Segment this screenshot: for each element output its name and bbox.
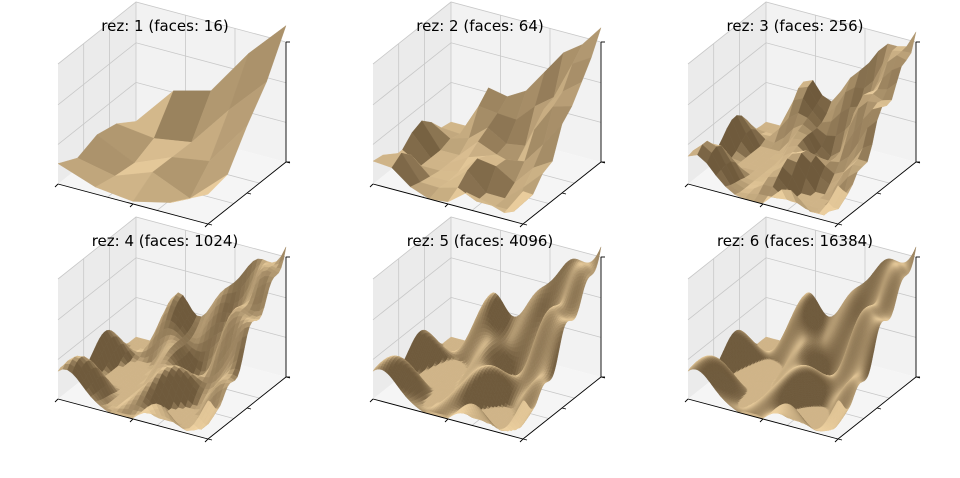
axes	[684, 256, 921, 443]
axes	[369, 41, 606, 228]
surface	[57, 246, 287, 431]
x-tick	[519, 438, 524, 443]
axes	[54, 41, 291, 228]
y-tick	[207, 223, 213, 226]
subplot-title: rez: 3 (faces: 256)	[727, 17, 864, 35]
surface	[687, 31, 917, 216]
surface	[687, 246, 917, 432]
y-tick	[522, 223, 528, 226]
subplot-title: rez: 4 (faces: 1024)	[92, 232, 239, 250]
surface	[57, 25, 287, 203]
subplot-3: rez: 3 (faces: 256)	[684, 1, 921, 228]
x-tick	[759, 203, 764, 208]
left-pane	[688, 2, 766, 184]
left-pane	[58, 217, 136, 399]
x-tick	[684, 398, 689, 403]
subplot-title: rez: 6 (faces: 16384)	[717, 232, 873, 250]
x-tick	[444, 418, 449, 423]
y-tick	[561, 407, 567, 410]
left-pane	[373, 2, 451, 184]
surface	[372, 27, 602, 214]
x-tick	[759, 418, 764, 423]
y-tick	[837, 223, 843, 226]
subplot-1: rez: 1 (faces: 16)	[54, 1, 291, 228]
y-tick	[246, 407, 252, 410]
y-tick	[876, 407, 882, 410]
y-tick	[876, 192, 882, 195]
subplot-4: rez: 4 (faces: 1024)	[54, 216, 291, 443]
x-tick	[684, 183, 689, 188]
x-tick	[369, 398, 374, 403]
x-tick	[129, 203, 134, 208]
surface	[372, 246, 602, 432]
subplot-6: rez: 6 (faces: 16384)	[684, 216, 921, 443]
x-tick	[129, 418, 134, 423]
y-tick	[561, 192, 567, 195]
subplot-5: rez: 5 (faces: 4096)	[369, 216, 606, 443]
y-tick	[246, 192, 252, 195]
x-tick	[834, 438, 839, 443]
x-tick	[369, 183, 374, 188]
x-tick	[54, 398, 59, 403]
subplot-title: rez: 2 (faces: 64)	[416, 17, 543, 35]
x-tick	[204, 223, 209, 228]
left-pane	[688, 217, 766, 399]
subplot-title: rez: 5 (faces: 4096)	[407, 232, 554, 250]
x-tick	[519, 223, 524, 228]
subplot-title: rez: 1 (faces: 16)	[101, 17, 228, 35]
x-tick	[444, 203, 449, 208]
axes	[684, 41, 921, 228]
x-tick	[834, 223, 839, 228]
y-tick	[837, 438, 843, 441]
y-tick	[207, 438, 213, 441]
x-tick	[204, 438, 209, 443]
x-tick	[54, 183, 59, 188]
left-pane	[373, 217, 451, 399]
axes	[54, 256, 291, 443]
subplot-2: rez: 2 (faces: 64)	[369, 1, 606, 228]
y-tick	[522, 438, 528, 441]
left-pane	[58, 2, 136, 184]
axes	[369, 256, 606, 443]
